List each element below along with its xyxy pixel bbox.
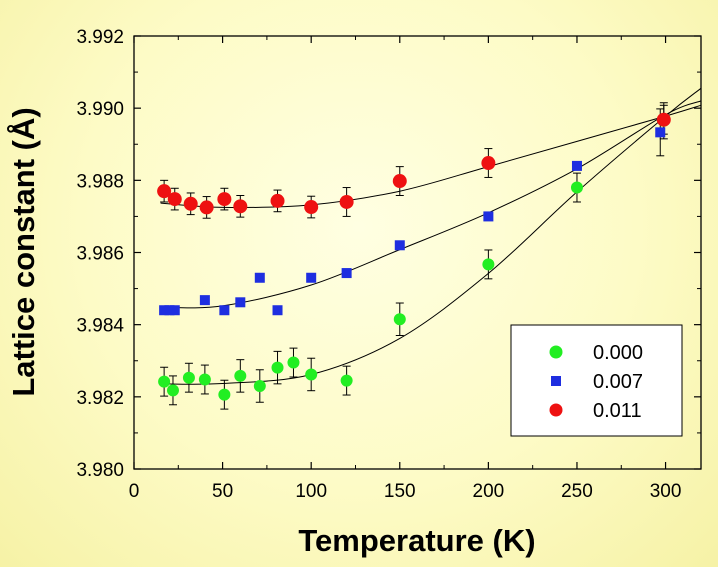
y-tick-label: 3.990 bbox=[76, 99, 124, 120]
data-point-circle bbox=[482, 258, 495, 271]
y-tick-label: 3.992 bbox=[76, 27, 124, 48]
data-point-square bbox=[164, 305, 175, 316]
fit-line bbox=[160, 104, 702, 209]
legend-box bbox=[510, 324, 683, 437]
x-tick-label: 50 bbox=[212, 481, 233, 502]
data-point-circle bbox=[157, 184, 172, 199]
data-point-square bbox=[169, 305, 180, 316]
legend-marker bbox=[549, 345, 563, 359]
y-tick-label: 3.980 bbox=[76, 460, 124, 481]
data-point-circle bbox=[183, 196, 198, 211]
data-point-square bbox=[306, 272, 317, 283]
legend-marker bbox=[549, 403, 563, 417]
data-point-circle bbox=[253, 380, 266, 393]
y-tick-label: 3.988 bbox=[76, 171, 124, 192]
x-tick-label: 100 bbox=[295, 481, 327, 502]
data-point-square bbox=[571, 160, 582, 171]
data-point-circle bbox=[340, 374, 353, 387]
legend-label: 0.011 bbox=[593, 400, 642, 422]
data-point-circle bbox=[233, 199, 248, 214]
legend-marker bbox=[551, 376, 561, 386]
data-point-circle bbox=[198, 373, 211, 386]
data-point-circle bbox=[234, 369, 247, 382]
data-point-circle bbox=[305, 368, 318, 381]
data-point-circle bbox=[271, 361, 284, 374]
x-tick-label: 200 bbox=[473, 481, 505, 502]
data-point-square bbox=[272, 305, 283, 316]
data-point-square bbox=[341, 268, 352, 279]
data-point-square bbox=[235, 297, 246, 308]
data-point-circle bbox=[656, 112, 671, 127]
data-point-square bbox=[483, 211, 494, 222]
data-point-circle bbox=[166, 384, 179, 397]
data-point-circle bbox=[218, 388, 231, 401]
data-point-square bbox=[219, 305, 230, 316]
data-point-square bbox=[159, 305, 170, 316]
data-point-circle bbox=[392, 174, 407, 189]
data-points bbox=[157, 112, 671, 401]
y-tick-label: 3.986 bbox=[76, 244, 124, 265]
x-tick-label: 0 bbox=[129, 481, 140, 502]
data-point-circle bbox=[481, 156, 496, 171]
legend-label: 0.000 bbox=[593, 342, 643, 364]
data-point-circle bbox=[199, 200, 214, 215]
data-point-square bbox=[394, 240, 405, 251]
data-point-circle bbox=[182, 371, 195, 384]
data-point-circle bbox=[339, 194, 354, 209]
data-point-square bbox=[199, 295, 210, 306]
y-tick-label: 3.982 bbox=[76, 388, 124, 409]
legend-label: 0.007 bbox=[593, 371, 643, 393]
legend: 0.000 0.007 0.011 bbox=[510, 324, 683, 437]
x-tick-label: 250 bbox=[561, 481, 593, 502]
data-point-circle bbox=[167, 192, 182, 207]
data-point-circle bbox=[304, 200, 319, 215]
x-tick-label: 150 bbox=[384, 481, 416, 502]
data-point-circle bbox=[158, 375, 171, 388]
y-tick-label: 3.984 bbox=[76, 316, 124, 337]
data-point-square bbox=[655, 127, 666, 138]
data-point-circle bbox=[270, 193, 285, 208]
axis-ticks: 0 50 100 150 200 250 300 3.980 3.982 3.984 3.986 3.… bbox=[76, 27, 701, 502]
fit-line bbox=[160, 87, 702, 385]
x-axis-title: Temperature (K) bbox=[298, 523, 535, 558]
data-point-circle bbox=[393, 313, 406, 326]
data-point-circle bbox=[570, 181, 583, 194]
data-point-circle bbox=[217, 192, 232, 207]
data-point-circle bbox=[287, 356, 300, 369]
data-point-square bbox=[254, 272, 265, 283]
x-tick-label: 300 bbox=[650, 481, 682, 502]
y-axis-title: Lattice constant (Å) bbox=[6, 107, 41, 396]
